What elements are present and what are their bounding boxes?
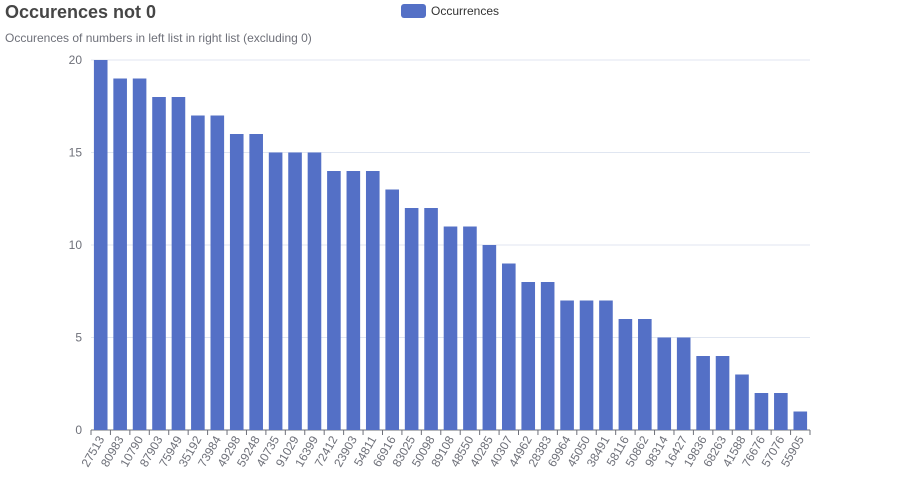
bar xyxy=(307,152,322,430)
bar xyxy=(404,208,419,430)
bar xyxy=(676,337,691,430)
legend[interactable]: Occurrences xyxy=(401,4,499,18)
bar xyxy=(754,393,769,430)
bar xyxy=(152,97,166,430)
bar xyxy=(579,300,594,430)
chart-subtitle: Occurences of numbers in left list in ri… xyxy=(5,31,312,45)
bar xyxy=(288,152,302,430)
bar xyxy=(521,282,536,430)
bar xyxy=(696,356,710,430)
legend-label: Occurrences xyxy=(431,4,500,18)
bar xyxy=(540,282,555,430)
bar xyxy=(132,78,147,430)
y-tick-label: 20 xyxy=(69,53,83,67)
bar xyxy=(93,60,108,430)
bar xyxy=(599,300,613,430)
y-tick-label: 10 xyxy=(69,238,83,252)
bar xyxy=(463,226,477,430)
bar xyxy=(385,189,400,430)
bar xyxy=(249,134,263,430)
y-tick-label: 0 xyxy=(75,423,82,437)
bar xyxy=(638,319,652,430)
chart-title: Occurences not 0 xyxy=(5,2,157,22)
bar xyxy=(171,97,186,430)
bar xyxy=(210,115,225,430)
bar xyxy=(735,374,749,430)
bar xyxy=(113,78,127,430)
bar xyxy=(793,411,808,430)
bar xyxy=(424,208,438,430)
y-tick-label: 15 xyxy=(69,146,83,160)
legend-swatch xyxy=(401,4,426,18)
bar xyxy=(229,134,244,430)
bar xyxy=(268,152,283,430)
bar xyxy=(365,171,380,430)
bar xyxy=(501,263,516,430)
bar xyxy=(774,393,788,430)
bar xyxy=(191,115,205,430)
bar xyxy=(443,226,458,430)
bar xyxy=(618,319,633,430)
bar xyxy=(657,337,672,430)
bar xyxy=(327,171,341,430)
bar xyxy=(715,356,730,430)
bar xyxy=(560,300,574,430)
bar xyxy=(482,245,497,430)
y-tick-label: 5 xyxy=(75,331,82,345)
bar xyxy=(346,171,361,430)
